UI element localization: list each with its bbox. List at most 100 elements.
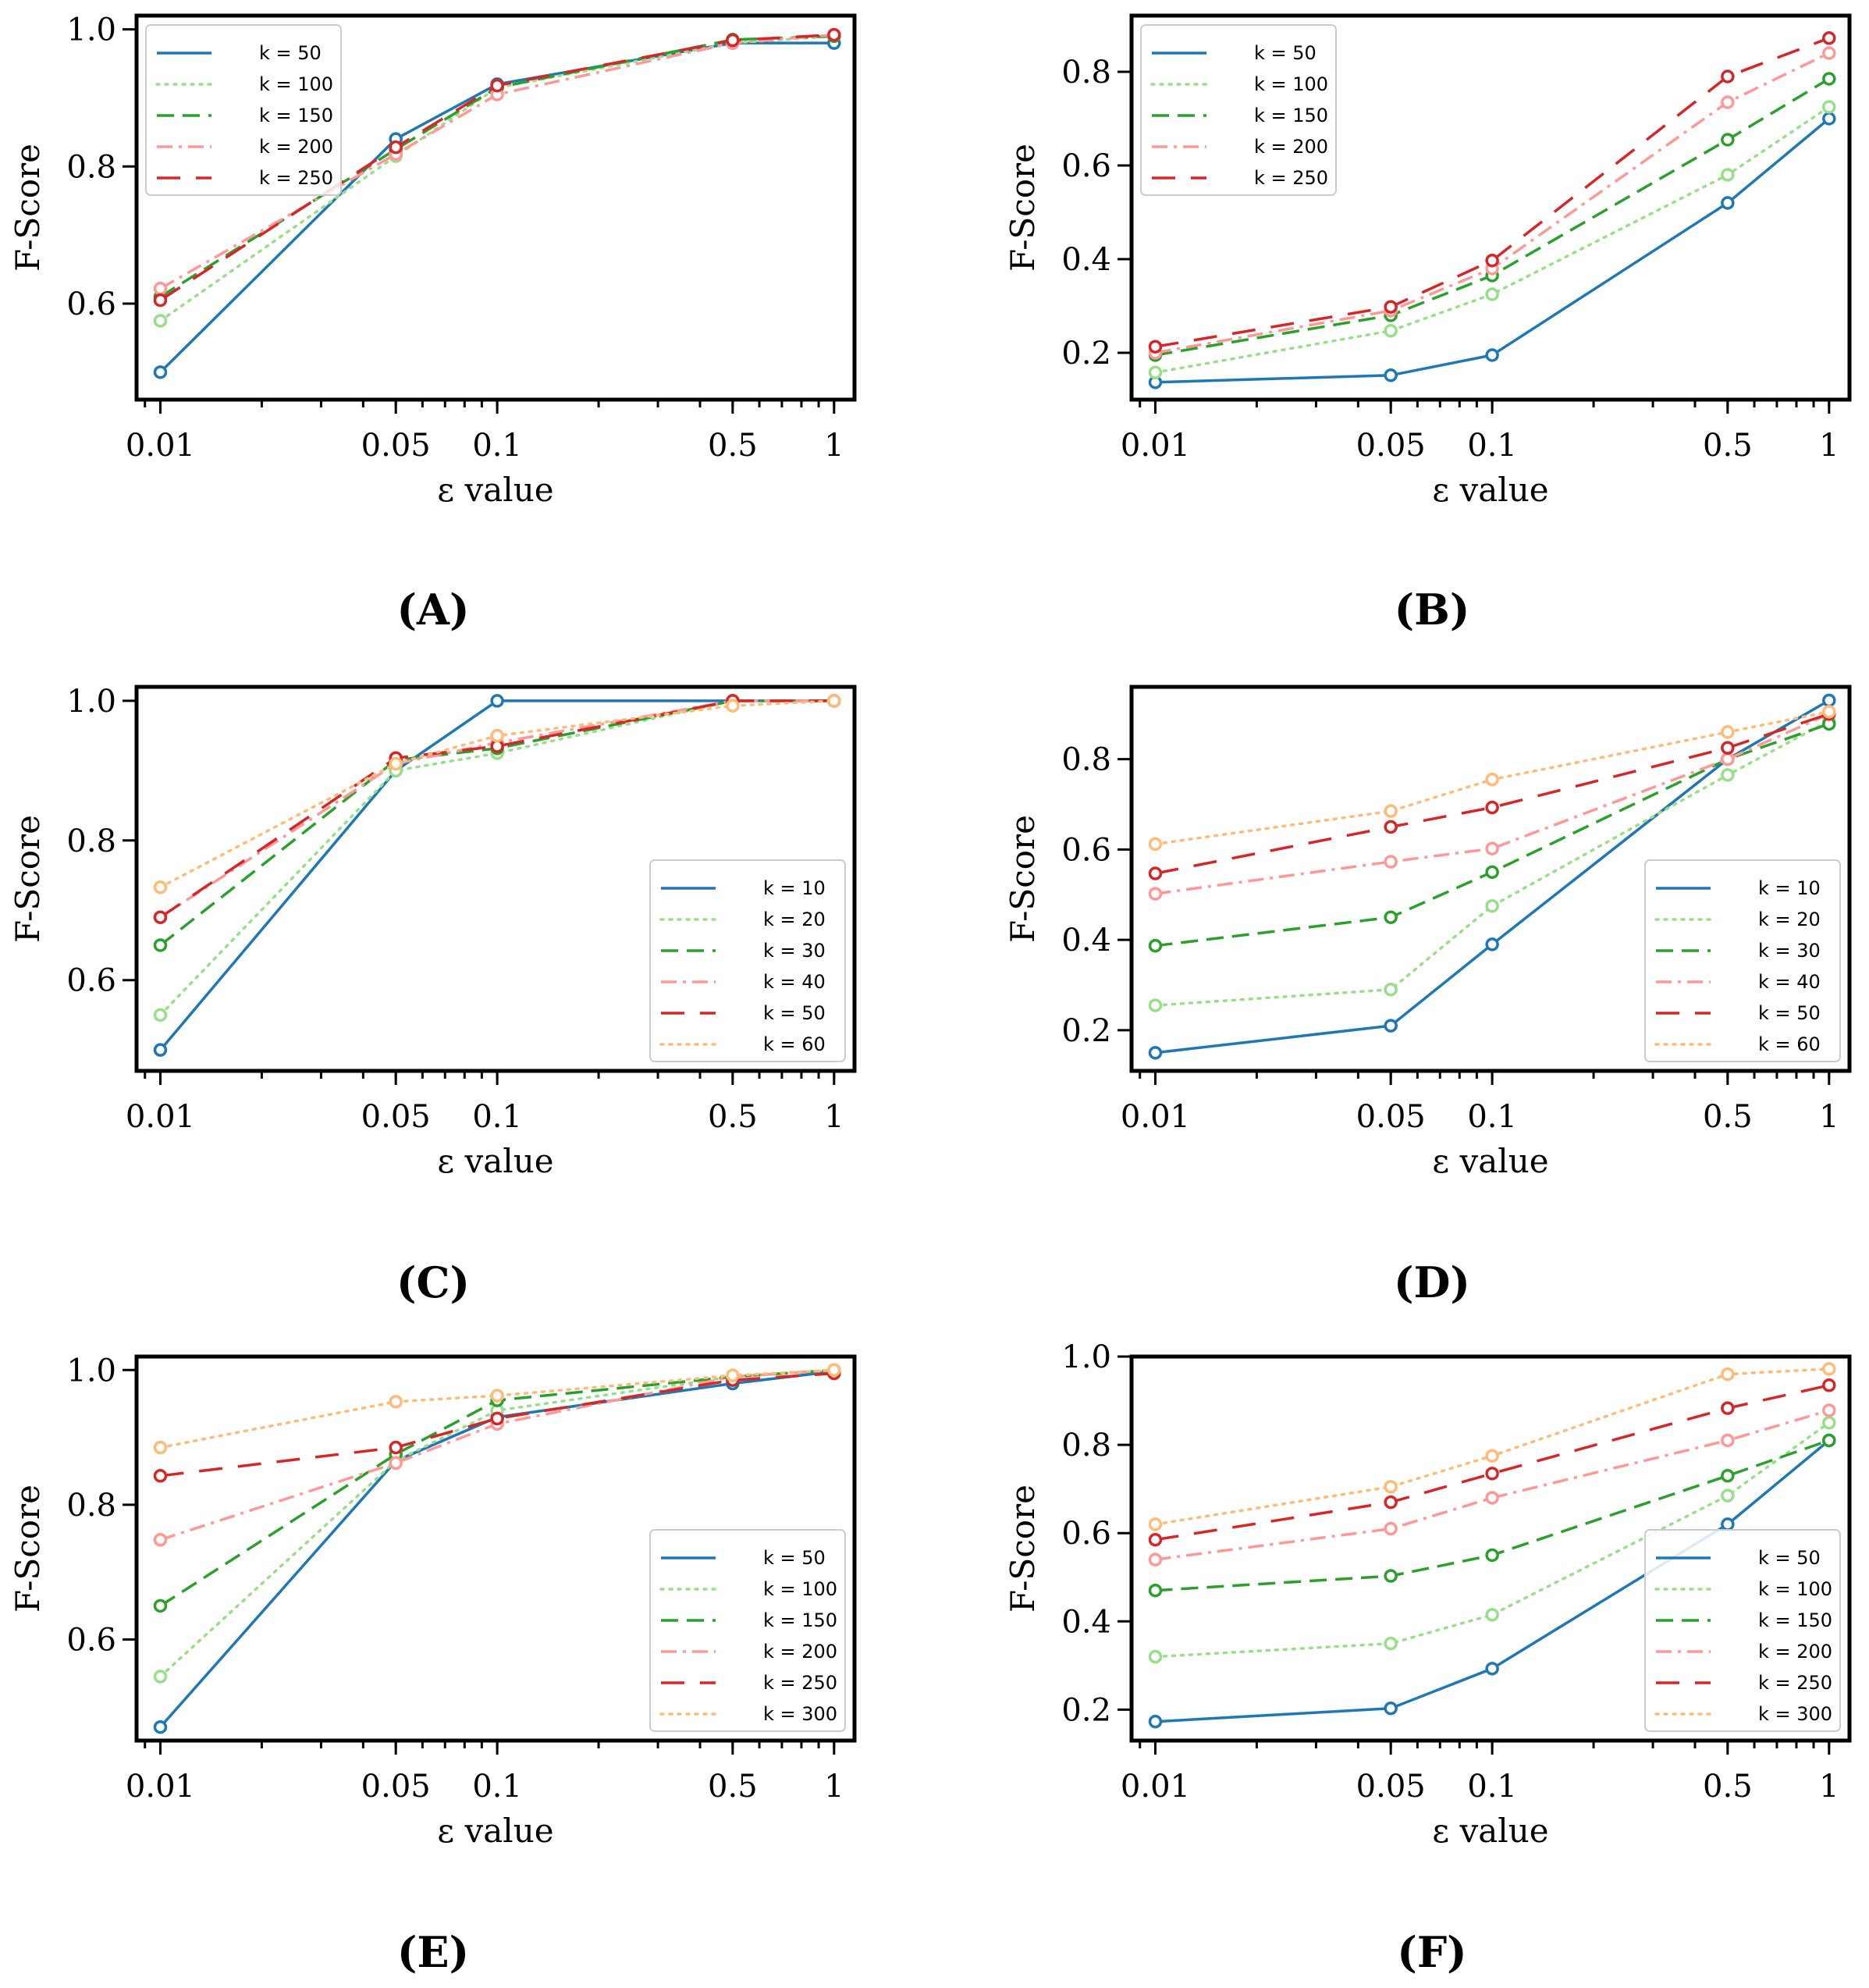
- data-point: [1485, 1491, 1499, 1505]
- legend-label: k = 20: [1758, 909, 1821, 930]
- data-point: [1721, 133, 1735, 147]
- data-point: [1485, 254, 1499, 268]
- data-point: [153, 281, 168, 296]
- y-tick-label: 0.8: [66, 1488, 116, 1524]
- data-point: [1384, 910, 1398, 924]
- data-point: [153, 293, 168, 308]
- legend-label: k = 30: [1758, 940, 1821, 962]
- y-axis-label: F-Score: [1004, 815, 1042, 943]
- data-point: [1384, 368, 1398, 382]
- data-point: [1822, 693, 1836, 708]
- legend-label: k = 50: [763, 1002, 826, 1024]
- legend-label: k = 150: [259, 105, 333, 126]
- data-point: [1822, 31, 1836, 45]
- y-tick-label: 1.0: [66, 12, 116, 48]
- data-point: [1485, 1449, 1499, 1463]
- data-point: [1822, 1416, 1836, 1430]
- chart-panel-a: 0.01 0.05 0.1 0.5 1 0.6 0.8 1.0 ε value F-Score k …: [9, 12, 857, 635]
- x-tick-label: 0.1: [472, 1099, 522, 1135]
- data-point: [1822, 1433, 1836, 1448]
- data-point: [1721, 1468, 1735, 1483]
- data-point: [1148, 1552, 1163, 1567]
- x-tick-label: 0.5: [708, 428, 758, 464]
- data-point: [1485, 1662, 1499, 1676]
- x-tick-label: 1: [824, 428, 844, 464]
- data-point: [1721, 69, 1735, 84]
- data-point: [1148, 365, 1163, 379]
- y-axis-label: F-Score: [1004, 144, 1042, 272]
- series-group: [153, 27, 841, 379]
- data-point: [827, 1363, 841, 1378]
- data-point: [1384, 300, 1398, 314]
- y-tick-label: 1.0: [66, 1353, 116, 1389]
- x-tick-label: 0.1: [1467, 1099, 1517, 1135]
- x-tick-label: 0.5: [1703, 1099, 1753, 1135]
- y-tick-label: 1.0: [1061, 1339, 1111, 1375]
- data-point: [1721, 1488, 1735, 1503]
- series-line-1: [158, 699, 836, 1017]
- plot-frame: [1129, 13, 1852, 402]
- data-point: [1485, 1608, 1499, 1622]
- data-point: [1485, 1548, 1499, 1563]
- data-point: [153, 910, 168, 924]
- data-point: [1721, 1367, 1735, 1382]
- y-tick-label: 0.8: [66, 823, 116, 859]
- data-point: [1485, 1467, 1499, 1481]
- data-point: [1384, 983, 1398, 997]
- data-point: [1721, 1433, 1735, 1448]
- legend-box: [649, 1529, 846, 1732]
- legend-label: k = 300: [1758, 1703, 1832, 1725]
- series-line-4: [1155, 713, 1830, 875]
- series-line-1: [1153, 1421, 1831, 1659]
- x-tick-label: 1: [1819, 1769, 1839, 1805]
- legend-label: k = 100: [1758, 1578, 1832, 1600]
- data-point: [153, 1719, 168, 1734]
- x-tick-label: 0.05: [361, 1099, 431, 1135]
- data-point: [1384, 324, 1398, 338]
- data-point: [1384, 1019, 1398, 1033]
- data-point: [1485, 841, 1499, 855]
- legend-label: k = 40: [763, 971, 826, 993]
- data-point: [1822, 46, 1836, 60]
- x-axis-label: ε value: [437, 471, 553, 509]
- data-point: [1148, 837, 1163, 852]
- x-tick-label: 0.01: [1121, 1769, 1190, 1805]
- legend-label: k = 20: [763, 909, 826, 930]
- data-point: [726, 33, 740, 48]
- panel-label: (E): [397, 1927, 469, 1977]
- x-axis-label: ε value: [1432, 1142, 1548, 1180]
- x-tick-label: 1: [1819, 1099, 1839, 1135]
- series-group: [1148, 693, 1836, 1060]
- legend-label: k = 250: [1254, 167, 1328, 189]
- data-point: [1721, 196, 1735, 210]
- y-tick-label: 0.4: [1061, 242, 1111, 278]
- y-tick-label: 0.4: [1061, 1604, 1111, 1640]
- legend-box: [649, 859, 846, 1062]
- data-point: [490, 728, 504, 743]
- y-tick-label: 0.8: [1061, 1428, 1111, 1463]
- data-point: [1384, 820, 1398, 834]
- data-point: [1384, 855, 1398, 869]
- legend-label: k = 100: [259, 73, 333, 95]
- legend: k = 50 k = 100 k = 150 k = 200 k = 250 k = 30…: [649, 1529, 846, 1732]
- data-point: [1822, 112, 1836, 126]
- x-tick-label: 0.05: [1356, 1769, 1426, 1805]
- x-tick-label: 0.01: [126, 428, 195, 464]
- legend: k = 50 k = 100 k = 150 k = 200 k = 250: [145, 24, 342, 196]
- y-tick-label: 0.2: [1061, 1692, 1111, 1728]
- data-point: [153, 1533, 168, 1547]
- data-point: [153, 314, 168, 328]
- legend-label: k = 100: [1254, 73, 1328, 95]
- legend: k = 10 k = 20 k = 30 k = 40 k = 50 k = 60: [649, 859, 846, 1062]
- data-point: [389, 140, 403, 155]
- data-point: [1485, 898, 1499, 913]
- data-point: [1822, 1362, 1836, 1376]
- y-tick-label: 0.8: [1061, 55, 1111, 91]
- y-axis-label: F-Score: [9, 1485, 47, 1613]
- x-tick-label: 0.05: [361, 428, 431, 464]
- legend-label: k = 60: [1758, 1033, 1821, 1055]
- y-tick-label: 0.6: [1061, 1516, 1111, 1552]
- legend-label: k = 40: [1758, 971, 1821, 993]
- data-point: [153, 1043, 168, 1057]
- x-tick-label: 1: [824, 1769, 844, 1805]
